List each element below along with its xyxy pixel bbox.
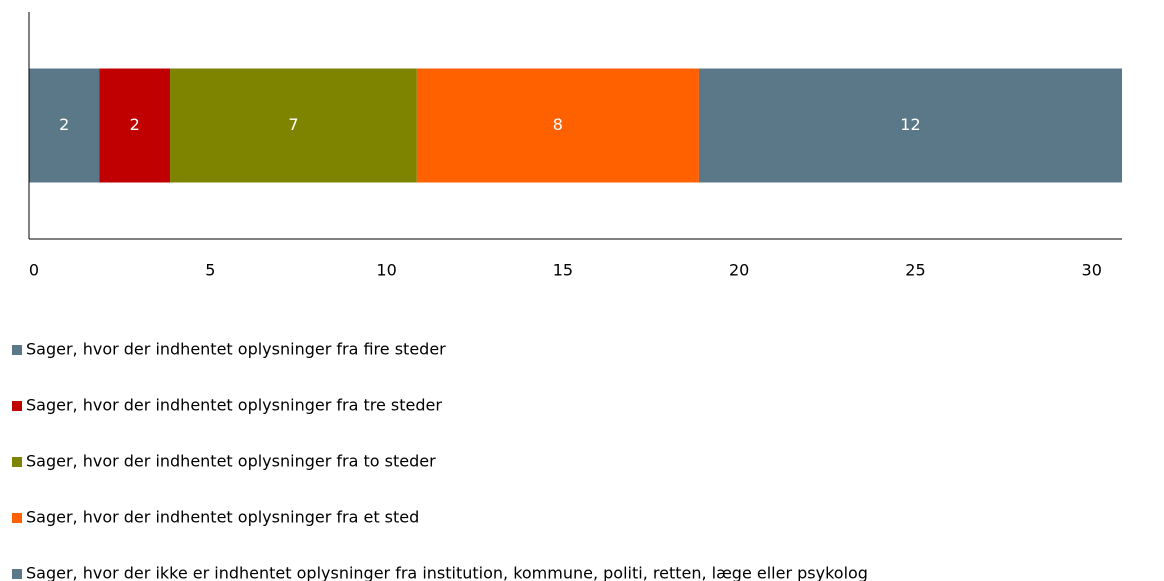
x-tick-label: 30 <box>1082 261 1102 280</box>
bar-segment <box>99 68 171 183</box>
x-tick-label: 20 <box>729 261 749 280</box>
legend-swatch <box>12 513 22 523</box>
data-label: 7 <box>288 115 298 134</box>
x-tick-label: 0 <box>29 261 39 280</box>
legend-label: Sager, hvor der indhentet oplysninger fr… <box>26 340 446 359</box>
x-tick-label: 10 <box>376 261 396 280</box>
x-tick-label: 5 <box>205 261 215 280</box>
data-label: 12 <box>900 115 920 134</box>
legend-swatch <box>12 457 22 467</box>
bar-segment <box>416 68 699 183</box>
x-tick-label: 15 <box>553 261 573 280</box>
bar-segment <box>170 68 417 183</box>
bar-segment <box>29 68 100 183</box>
data-label: 2 <box>59 115 69 134</box>
legend-label: Sager, hvor der indhentet oplysninger fr… <box>26 508 419 527</box>
legend-swatch <box>12 569 22 579</box>
x-tick-label: 25 <box>905 261 925 280</box>
legend-swatch <box>12 345 22 355</box>
legend-swatch <box>12 401 22 411</box>
data-label: 2 <box>130 115 140 134</box>
legend-label: Sager, hvor der indhentet oplysninger fr… <box>26 452 436 471</box>
bar-segment <box>698 68 1122 183</box>
legend-label: Sager, hvor der ikke er indhentet oplysn… <box>26 564 868 581</box>
data-label: 8 <box>553 115 563 134</box>
legend-label: Sager, hvor der indhentet oplysninger fr… <box>26 396 442 415</box>
